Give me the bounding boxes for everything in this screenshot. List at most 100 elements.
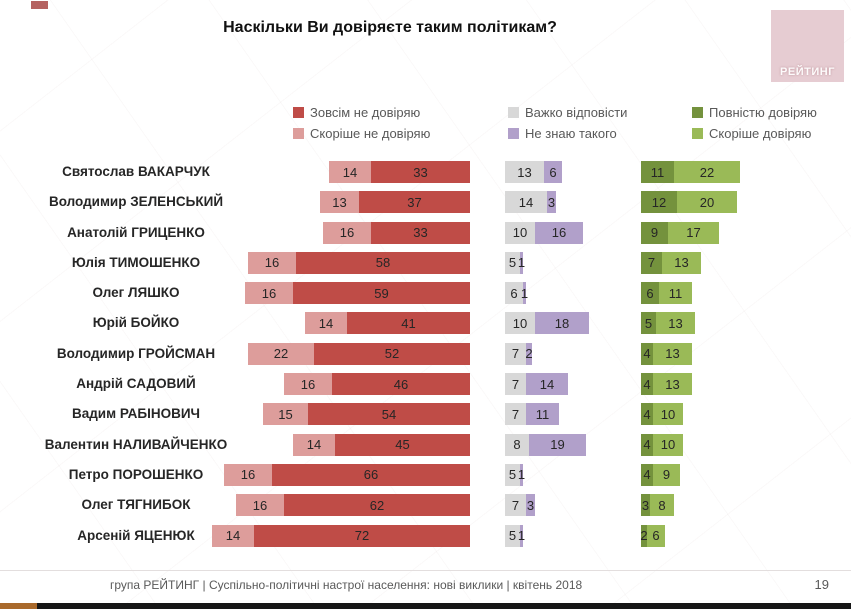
legend-swatch-icon <box>508 127 519 139</box>
bar-segment: 16 <box>323 221 371 244</box>
bar-segment: 13 <box>653 373 692 396</box>
bar-segment: 5 <box>505 524 520 547</box>
bar-segment: 8 <box>650 494 674 517</box>
chart-row: Юрій БОЙКО 14 41 10 18 5 13 <box>0 312 851 342</box>
bar-segment: 4 <box>641 433 653 456</box>
bar-segment: 16 <box>236 494 284 517</box>
politician-name: Андрій САДОВИЙ <box>76 376 196 392</box>
bar-segment: 22 <box>674 161 740 183</box>
progress-indicator <box>0 603 37 609</box>
bar-segment: 4 <box>641 342 653 365</box>
chart-row: Петро ПОРОШЕНКО 16 66 5 1 4 9 <box>0 463 851 494</box>
politician-name: Арсеній ЯЦЕНЮК <box>77 527 195 543</box>
bar-segment: 33 <box>371 221 470 244</box>
politician-name: Олег ТЯГНИБОК <box>81 497 191 513</box>
rating-logo-text: РЕЙТИНГ <box>780 66 835 78</box>
bar-group-green: 5 13 <box>641 312 695 335</box>
bar-group-red: 16 46 <box>210 373 470 396</box>
bar-segment: 6 <box>544 161 562 183</box>
politician-name: Юрій БОЙКО <box>92 315 180 331</box>
bar-segment: 13 <box>662 251 701 274</box>
bar-segment: 59 <box>293 282 470 305</box>
chart-row: Олег ТЯГНИБОК 16 62 7 3 3 8 <box>0 494 851 524</box>
chart-row: Володимир ГРОЙСМАН 22 52 7 2 4 13 <box>0 342 851 373</box>
bar-group-red: 14 41 <box>210 312 470 335</box>
bar-group-red: 14 45 <box>210 433 470 456</box>
bar-group-green: 9 17 <box>641 221 719 244</box>
bar-segment: 16 <box>224 463 272 486</box>
bar-segment: 13 <box>505 161 544 183</box>
bar-segment: 46 <box>332 373 470 396</box>
bar-group-green: 7 13 <box>641 251 701 274</box>
bar-segment: 11 <box>526 403 559 426</box>
legend-label: Скоріше не довіряю <box>310 125 431 141</box>
chart-rows: Святослав ВАКАРЧУК 14 33 13 6 11 22 Володимир З… <box>0 161 851 555</box>
bar-segment: 11 <box>641 161 674 183</box>
bar-group-mid: 10 16 <box>505 221 583 244</box>
bar-group-mid: 13 6 <box>505 161 562 183</box>
bar-group-mid: 7 11 <box>505 403 559 426</box>
politician-name: Валентин НАЛИВАЙЧЕНКО <box>44 436 228 452</box>
bar-segment: 14 <box>329 161 371 183</box>
legend-column: Зовсім не довіряю Скоріше не довіряю <box>293 105 431 141</box>
bar-segment: 14 <box>526 373 568 396</box>
bar-segment: 16 <box>284 373 332 396</box>
chart-row: Юлія ТИМОШЕНКО 16 58 5 1 7 13 <box>0 251 851 282</box>
chart-row: Олег ЛЯШКО 16 59 6 1 6 11 <box>0 282 851 312</box>
bar-segment: 52 <box>314 342 470 365</box>
politician-name: Вадим РАБІНОВИЧ <box>71 406 201 422</box>
chart-row: Анатолій ГРИЦЕНКО 16 33 10 16 9 17 <box>0 221 851 252</box>
legend-column: Важко відповісти Не знаю такого <box>508 104 628 141</box>
politician-name: Анатолій ГРИЦЕНКО <box>67 224 205 240</box>
politician-name: Володимир ГРОЙСМАН <box>56 345 216 361</box>
bottom-progress-bar <box>0 603 851 609</box>
page-number: 19 <box>814 577 829 592</box>
bar-segment: 1 <box>518 251 525 274</box>
bar-segment: 10 <box>653 403 683 426</box>
bar-segment: 13 <box>320 191 359 214</box>
bar-segment: 12 <box>641 191 677 214</box>
bar-segment: 14 <box>212 524 254 547</box>
bar-segment: 1 <box>518 463 525 486</box>
bar-group-red: 14 72 <box>210 524 470 547</box>
bar-group-red: 22 52 <box>210 342 470 365</box>
bar-segment: 3 <box>526 494 535 517</box>
legend-label: Важко відповісти <box>525 104 628 120</box>
legend-swatch-icon <box>293 106 304 118</box>
bar-segment: 66 <box>272 463 470 486</box>
legend-item: Повністю довіряю <box>692 105 817 120</box>
legend-swatch-icon <box>692 106 703 118</box>
bar-segment: 2 <box>525 342 533 365</box>
bar-segment: 1 <box>518 524 525 547</box>
bar-segment: 4 <box>641 403 653 426</box>
bar-segment: 18 <box>535 312 589 335</box>
bar-segment: 22 <box>248 342 314 365</box>
legend-label: Скоріше довіряю <box>709 125 812 141</box>
bar-segment: 58 <box>296 251 470 274</box>
legend-column: Повністю довіряю Скоріше довіряю <box>692 105 817 141</box>
bar-group-green: 4 13 <box>641 373 692 396</box>
bar-group-mid: 10 18 <box>505 312 589 335</box>
legend-swatch-icon <box>293 127 304 139</box>
bar-segment: 7 <box>505 373 526 396</box>
bar-segment: 15 <box>263 403 308 426</box>
bar-segment: 13 <box>656 312 695 335</box>
bar-segment: 7 <box>505 403 526 426</box>
bar-segment: 10 <box>653 433 683 456</box>
legend-item: Не знаю такого <box>508 126 627 141</box>
legend-item: Скоріше не довіряю <box>293 125 431 141</box>
bar-segment: 6 <box>505 282 523 305</box>
bar-segment: 4 <box>641 373 653 396</box>
bar-group-red: 15 54 <box>210 403 470 426</box>
bar-segment: 8 <box>505 433 529 456</box>
bar-segment: 6 <box>641 282 659 305</box>
bar-segment: 4 <box>641 463 653 486</box>
bar-group-red: 16 59 <box>210 282 470 305</box>
